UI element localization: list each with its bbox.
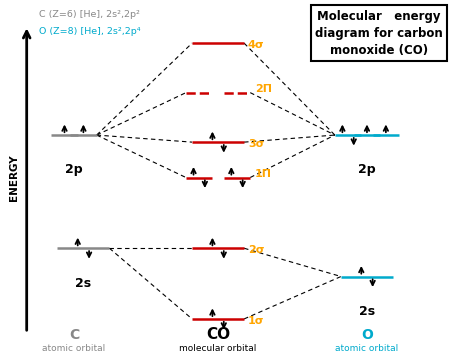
Text: C: C (69, 328, 79, 342)
Text: O (Z=8) [He], 2s²,2p⁴: O (Z=8) [He], 2s²,2p⁴ (38, 27, 140, 36)
Text: CO: CO (206, 327, 230, 342)
Text: O: O (361, 328, 373, 342)
Text: 2σ: 2σ (248, 245, 264, 255)
Text: 2p: 2p (358, 163, 376, 176)
Text: Molecular   energy
diagram for carbon
monoxide (CO): Molecular energy diagram for carbon mono… (315, 10, 443, 56)
Text: 1σ: 1σ (248, 316, 264, 326)
Text: 2s: 2s (75, 277, 91, 290)
Text: 3σ: 3σ (248, 139, 264, 149)
Text: molecular orbital: molecular orbital (179, 344, 257, 353)
Text: C (Z=6) [He], 2s²,2p²: C (Z=6) [He], 2s²,2p² (38, 10, 139, 18)
Text: ENERGY: ENERGY (9, 154, 19, 201)
Text: 2p: 2p (65, 163, 83, 176)
Text: 1Π: 1Π (255, 169, 272, 179)
Text: 2Π: 2Π (255, 84, 272, 94)
Text: 2s: 2s (359, 305, 375, 318)
Text: 4σ: 4σ (248, 40, 264, 50)
Text: atomic orbital: atomic orbital (42, 344, 106, 353)
Text: atomic orbital: atomic orbital (335, 344, 399, 353)
